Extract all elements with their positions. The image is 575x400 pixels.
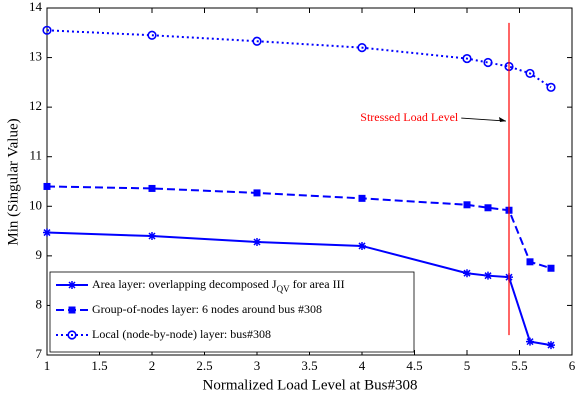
marker <box>547 341 555 350</box>
x-tick-label: 5 <box>464 358 471 373</box>
y-tick-label: 9 <box>36 247 43 262</box>
marker <box>43 228 51 237</box>
marker <box>358 241 366 250</box>
marker <box>68 306 76 314</box>
y-axis-label: Min (Singular Value) <box>5 118 21 245</box>
x-tick-label: 4.5 <box>406 358 422 373</box>
y-tick-label: 14 <box>29 0 43 14</box>
marker <box>483 57 493 68</box>
marker <box>67 330 77 340</box>
marker <box>526 258 534 266</box>
x-axis-label: Normalized Load Level at Bus#308 <box>203 377 418 393</box>
y-tick-label: 8 <box>36 296 43 311</box>
marker <box>148 232 156 241</box>
x-tick-label: 3.5 <box>301 358 317 373</box>
marker <box>68 281 76 289</box>
series-line <box>46 185 552 270</box>
x-tick-label: 2.5 <box>196 358 212 373</box>
x-tick-label: 3 <box>254 358 261 373</box>
x-tick-label: 6 <box>569 358 575 373</box>
legend-label: Area layer: overlapping decomposed JQV f… <box>92 277 345 294</box>
legend-label-part: Group-of-nodes layer: 6 nodes around bus… <box>92 302 322 316</box>
marker <box>147 30 157 40</box>
x-tick-label: 2 <box>149 358 156 373</box>
y-tick-label: 12 <box>29 98 42 113</box>
marker <box>463 201 471 209</box>
legend-label-part: Area layer: overlapping decomposed J <box>92 277 277 291</box>
marker <box>357 43 367 53</box>
marker <box>148 184 156 192</box>
x-tick-label: 5.5 <box>511 358 527 373</box>
x-tick-label: 4 <box>359 358 366 373</box>
y-tick-label: 7 <box>36 346 43 361</box>
legend-label: Group-of-nodes layer: 6 nodes around bus… <box>92 302 322 316</box>
marker <box>546 82 556 92</box>
marker <box>253 189 261 197</box>
marker <box>463 269 471 278</box>
legend-label-part: for area III <box>290 277 345 291</box>
x-tick-label: 1.5 <box>91 358 107 373</box>
marker <box>43 182 51 190</box>
series-line <box>46 29 552 89</box>
marker <box>253 237 261 246</box>
marker <box>462 53 472 64</box>
marker <box>484 271 492 280</box>
y-tick-label: 11 <box>29 148 42 163</box>
annotation-text: Stressed Load Level <box>360 110 459 124</box>
y-tick-label: 13 <box>29 49 42 64</box>
marker <box>526 337 534 346</box>
legend-label-part: Local (node-by-node) layer: bus#308 <box>92 327 271 341</box>
annotation-arrow <box>461 117 507 122</box>
marker <box>525 68 535 79</box>
marker <box>358 194 366 202</box>
y-tick-label: 10 <box>29 197 42 212</box>
x-tick-label: 1 <box>44 358 51 373</box>
legend-label: Local (node-by-node) layer: bus#308 <box>92 327 271 341</box>
marker <box>547 264 555 272</box>
legend-box <box>49 271 415 353</box>
legend-label-part: QV <box>277 284 290 294</box>
marker <box>252 36 262 46</box>
annotation-arrowhead <box>499 117 506 123</box>
legend: Area layer: overlapping decomposed JQV f… <box>49 271 415 353</box>
marker <box>42 25 52 35</box>
marker <box>484 204 492 212</box>
